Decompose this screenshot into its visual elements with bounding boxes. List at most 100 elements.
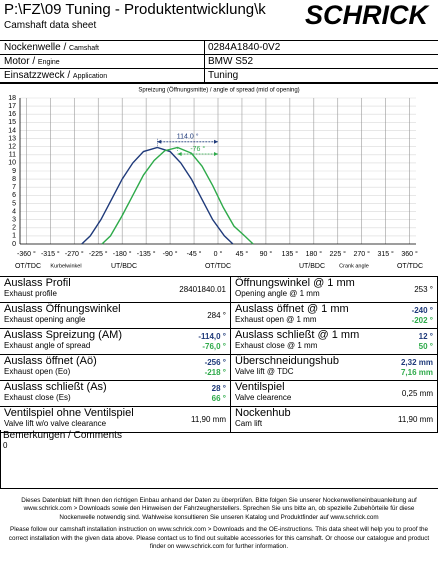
info-row: Nockenwelle / Camshaft 0284A1840-0V2 xyxy=(0,41,438,55)
label-de: Auslass öffnet @ 1 mm xyxy=(235,303,349,315)
cell-label: Überschneidungshub Valve lift @ TDC xyxy=(231,355,371,380)
label-de: Ventilspiel ohne Ventilspiel xyxy=(4,407,134,419)
cell-label: Öffnungswinkel @ 1 mm Opening angle @ 1 m… xyxy=(231,277,371,302)
label-en: Exhaust profile xyxy=(4,289,57,298)
cell-values: 28 ° 66 ° xyxy=(143,381,231,406)
x-tick-label: 315 ° xyxy=(377,250,394,258)
y-tick-label: 2 xyxy=(12,225,16,232)
y-tick-label: 6 xyxy=(12,192,16,199)
label-en: Valve lift @ TDC xyxy=(235,367,294,376)
remarks-value: 0 xyxy=(3,441,8,450)
y-tick-label: 4 xyxy=(12,208,16,215)
footer-de: Dieses Datenblatt hilft Ihnen den richti… xyxy=(21,497,417,521)
arrow-head xyxy=(157,139,162,144)
arrow-head xyxy=(177,151,182,156)
spread-label: 114.0 ° xyxy=(177,133,199,141)
arrow-head xyxy=(214,151,218,156)
y-tick-label: 15 xyxy=(8,119,16,126)
cell-label: Ventilspiel ohne Ventilspiel Valve lift w… xyxy=(0,407,143,432)
file-path: P:\FZ\09 Tuning - Produktentwicklung\k xyxy=(4,1,266,18)
x-tick-label: -45 ° xyxy=(187,250,202,258)
x-tick-label: 180 ° xyxy=(306,250,323,258)
chart-title: Spreizung (Öffnungsmitte) / angle of spr… xyxy=(138,87,299,94)
label-en: Exhaust angle of spread xyxy=(4,341,91,350)
label-de: Nockenhub xyxy=(235,407,291,419)
info-value: Tuning xyxy=(208,70,239,81)
y-tick-label: 11 xyxy=(9,152,16,159)
cell-values: -114,0 ° -76,0 ° xyxy=(143,329,231,354)
x-tick-label: 270 ° xyxy=(353,250,370,258)
table-row: Ventilspiel ohne Ventilspiel Valve lift w… xyxy=(0,407,438,433)
value: 66 ° xyxy=(211,393,226,403)
footer: Dieses Datenblatt hilft Ihnen den richti… xyxy=(6,497,432,555)
x-tick-label: 90 ° xyxy=(260,250,273,258)
value: -202 ° xyxy=(411,315,433,325)
cell-values: 253 ° xyxy=(371,277,438,302)
axis-note: Crank angle xyxy=(339,263,369,269)
value: 11,90 mm xyxy=(398,414,433,424)
axis-note: UT/BDC xyxy=(111,263,137,270)
curve xyxy=(101,146,254,245)
value: 0,25 mm xyxy=(401,388,433,398)
value: 12 ° xyxy=(418,331,433,341)
y-tick-label: 14 xyxy=(8,127,16,134)
info-value: BMW S52 xyxy=(208,56,254,67)
label-en: Exhaust close @ 1 mm xyxy=(235,341,318,350)
label-en: Exhaust opening angle xyxy=(4,315,86,324)
label-en: Valve clearence xyxy=(235,393,292,402)
label-de: Öffnungswinkel @ 1 mm xyxy=(235,277,355,289)
label-en: Valve lift w/o valve clearance xyxy=(4,419,107,428)
label-en: Engine xyxy=(37,59,60,66)
info-row: Motor / Engine BMW S52 xyxy=(0,55,438,69)
label-de: Auslass Öffnungswinkel xyxy=(4,303,121,315)
axis-note: Kurbelwinkel xyxy=(50,263,81,269)
table-row: Auslass öffnet (Aö) Exhaust open (Eo) -256… xyxy=(0,355,438,381)
table-row: Auslass Spreizung (AM) Exhaust angle of s… xyxy=(0,329,438,355)
y-tick-label: 16 xyxy=(8,111,16,118)
x-tick-label: -360 ° xyxy=(17,250,36,258)
value: 253 ° xyxy=(414,284,433,294)
x-tick-label: 0 ° xyxy=(214,250,223,258)
y-tick-label: 5 xyxy=(12,200,16,207)
value: 11,90 mm xyxy=(191,414,226,424)
y-tick-label: 12 xyxy=(8,144,16,151)
label-de: Motor / xyxy=(4,56,36,67)
table-row: Auslass Öffnungswinkel Exhaust opening an… xyxy=(0,303,438,329)
value: -114,0 ° xyxy=(198,331,226,341)
value: 7,16 mm xyxy=(400,367,433,377)
value: 50 ° xyxy=(418,341,433,351)
axis-note: UT/BDC xyxy=(299,263,325,270)
remarks-title: Bemerkungen / Comments xyxy=(3,430,122,441)
curve xyxy=(81,146,234,245)
x-tick-label: 135 ° xyxy=(282,250,299,258)
x-tick-label: -135 ° xyxy=(137,250,156,258)
y-tick-label: 18 xyxy=(8,95,16,102)
label-de: Nockenwelle / xyxy=(4,42,67,53)
y-tick-label: 3 xyxy=(12,217,16,224)
cell-label: Auslass schließt @ 1 mm Exhaust close @ 1… xyxy=(231,329,371,354)
y-tick-label: 0 xyxy=(12,241,16,248)
x-tick-label: 45 ° xyxy=(236,250,249,258)
label-de: Auslass öffnet (Aö) xyxy=(4,355,97,367)
cell-label: Ventilspiel Valve clearence xyxy=(231,381,371,406)
label-en: Application xyxy=(72,73,108,80)
cell-label: Nockenhub Cam lift xyxy=(231,407,371,432)
label-de: Einsatzzweck / xyxy=(4,70,71,81)
cell-values: 284 ° xyxy=(143,303,231,328)
y-tick-label: 1 xyxy=(12,233,16,240)
value: 28401840.01 xyxy=(179,284,226,294)
axis-note: OT/TDC xyxy=(397,263,423,270)
cell-values: 12 ° 50 ° xyxy=(371,329,438,354)
cell-label: Auslass schließt (As) Exhaust close (Es) xyxy=(0,381,143,406)
y-tick-label: 10 xyxy=(8,160,16,167)
y-tick-label: 8 xyxy=(12,176,16,183)
y-tick-label: 7 xyxy=(12,184,16,191)
value: 284 ° xyxy=(207,310,226,320)
label-de: Auslass Spreizung (AM) xyxy=(4,329,122,341)
label-en: Exhaust open @ 1 mm xyxy=(235,315,317,324)
subtitle: Camshaft data sheet xyxy=(4,20,97,31)
value: -76,0 ° xyxy=(202,341,226,351)
label-de: Überschneidungshub xyxy=(235,355,339,367)
label-en: Camshaft xyxy=(69,45,100,52)
